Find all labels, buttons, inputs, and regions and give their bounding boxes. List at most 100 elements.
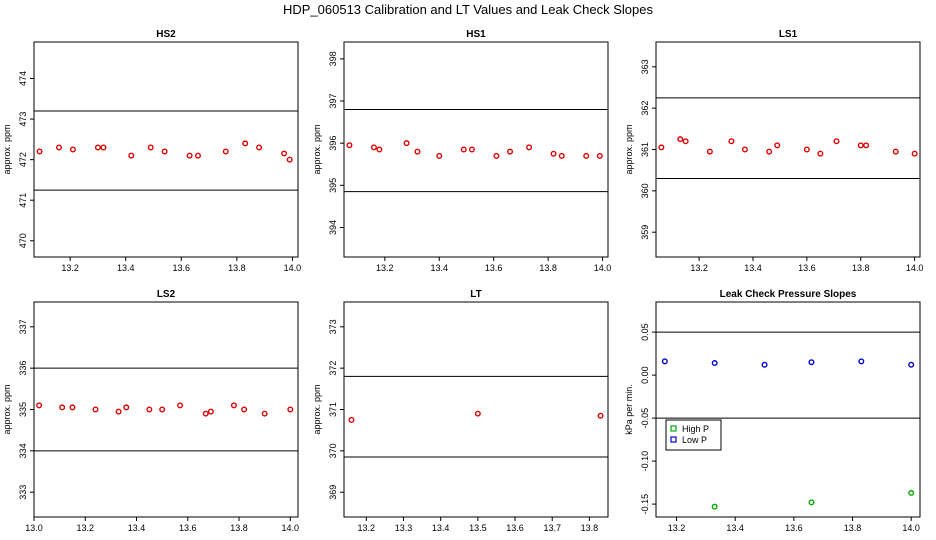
panel-2-ylabel: approx. ppm — [312, 124, 322, 174]
panel-2-point — [493, 152, 500, 159]
panel-3-point — [833, 138, 840, 145]
panel-1-point — [281, 150, 288, 157]
panel-2-point — [507, 148, 514, 155]
panel-1-title: HS2 — [156, 29, 176, 40]
panel-1-ytick-label: 471 — [18, 193, 28, 208]
panel-4-xtick-label: 14.0 — [282, 523, 300, 533]
panel-3-xtick-label: 14.0 — [906, 263, 924, 273]
panel-2-ytick-label: 396 — [328, 136, 338, 151]
panel-3-xtick-label: 13.8 — [852, 263, 870, 273]
panel-6-point — [761, 361, 768, 368]
panel-3-point — [892, 148, 899, 155]
panel-4-point — [92, 406, 99, 413]
panel-1-point — [36, 148, 43, 155]
panel-6-xtick-label: 13.8 — [844, 523, 862, 533]
panel-1-point — [222, 148, 229, 155]
panel-2-ytick-label: 398 — [328, 51, 338, 66]
panel-2-point — [414, 148, 421, 155]
panel-4-point — [159, 406, 166, 413]
panel-1-ytick-label: 474 — [18, 71, 28, 86]
panel-5-ytick-label: 372 — [328, 361, 338, 376]
panel-5-xtick-label: 13.4 — [432, 523, 450, 533]
panel-2-xtick-label: 13.2 — [376, 263, 394, 273]
panel-4-xtick-label: 13.0 — [25, 523, 43, 533]
panel-3-ytick-label: 362 — [640, 101, 650, 116]
panel-2-xtick-label: 13.6 — [485, 263, 503, 273]
panel-3-xtick-label: 13.6 — [798, 263, 816, 273]
panel-5-ylabel: approx. ppm — [312, 384, 322, 434]
panel-6-ytick-label: -0.15 — [640, 494, 650, 515]
panel-6-legend-swatch — [670, 425, 677, 432]
panel-6-xtick-label: 14.0 — [902, 523, 920, 533]
panel-4-point — [115, 408, 122, 415]
panel-3-point — [803, 146, 810, 153]
panel-5-xtick-label: 13.8 — [581, 523, 599, 533]
panel-3-point — [658, 144, 665, 151]
panel-1-point — [128, 152, 135, 159]
panel-1-xtick-label: 13.8 — [228, 263, 246, 273]
panel-3-point — [911, 150, 918, 157]
panel-2-point — [583, 152, 590, 159]
panel-1-point — [186, 152, 193, 159]
panel-2-ytick-label: 394 — [328, 220, 338, 235]
panel-2-point — [526, 144, 533, 151]
panel-5-ytick-label: 373 — [328, 319, 338, 334]
panel-4-point — [287, 406, 294, 413]
panel-4-xtick-label: 13.6 — [179, 523, 197, 533]
panel-1-point — [94, 144, 101, 151]
panel-1-point — [161, 148, 168, 155]
panel-6-ylabel: kPa per min. — [624, 384, 634, 435]
panel-3-point — [857, 142, 864, 149]
panel-6-point — [808, 499, 815, 506]
panel-1-xtick-label: 13.4 — [117, 263, 135, 273]
panel-1-ytick-label: 472 — [18, 152, 28, 167]
panel-1-frame — [33, 41, 299, 258]
panel-6-point — [711, 360, 718, 367]
panel-5-ytick-label: 371 — [328, 402, 338, 417]
panel-6-legend-swatch — [670, 436, 677, 443]
panel-3-title: LS1 — [779, 29, 798, 40]
panel-2-point — [403, 140, 410, 147]
panel-2-xtick-label: 13.4 — [430, 263, 448, 273]
panel-6-point — [908, 489, 915, 496]
panel-6-point — [661, 358, 668, 365]
panel-2-point — [436, 152, 443, 159]
panel-3-point — [766, 148, 773, 155]
panel-4-point — [207, 408, 214, 415]
panel-4-xtick-label: 13.8 — [230, 523, 248, 533]
panel-1-ytick-label: 470 — [18, 233, 28, 248]
panel-4-point — [36, 402, 43, 409]
panel-2-xtick-label: 14.0 — [594, 263, 612, 273]
panel-5-xtick-label: 13.5 — [469, 523, 487, 533]
panel-6-ytick-label: 0.00 — [640, 366, 650, 384]
panel-4-point — [59, 404, 66, 411]
panel-6-ytick-label: -0.05 — [640, 408, 650, 429]
panel-5-xtick-label: 13.7 — [543, 523, 561, 533]
panel-5-frame — [343, 301, 609, 518]
panel-3-ytick-label: 363 — [640, 59, 650, 74]
panel-5-point — [348, 416, 355, 423]
panel-5-point — [597, 412, 604, 419]
panel-4-ylabel: approx. ppm — [2, 384, 12, 434]
panel-4-ytick-label: 336 — [18, 361, 28, 376]
panel-4-xtick-label: 13.4 — [128, 523, 146, 533]
panel-6-ytick-label: -0.10 — [640, 451, 650, 472]
panel-4-ytick-label: 333 — [18, 485, 28, 500]
panel-1-point — [286, 156, 293, 163]
panel-6-xtick-label: 13.2 — [668, 523, 686, 533]
panel-3-point — [863, 142, 870, 149]
panel-6-title: Leak Check Pressure Slopes — [720, 289, 857, 300]
panel-2-point — [346, 142, 353, 149]
panel-3-xtick-label: 13.4 — [744, 263, 762, 273]
panel-2-point — [370, 144, 377, 151]
panel-3-ytick-label: 361 — [640, 142, 650, 157]
panel-1-xtick-label: 14.0 — [284, 263, 302, 273]
panel-3-ylabel: approx. ppm — [624, 124, 634, 174]
panel-1-point — [194, 152, 201, 159]
panel-6-point — [711, 503, 718, 510]
panel-2-title: HS1 — [466, 29, 486, 40]
panel-6-legend-label: High P — [682, 424, 709, 434]
panel-2-point — [596, 152, 603, 159]
panel-1-point — [56, 144, 63, 151]
